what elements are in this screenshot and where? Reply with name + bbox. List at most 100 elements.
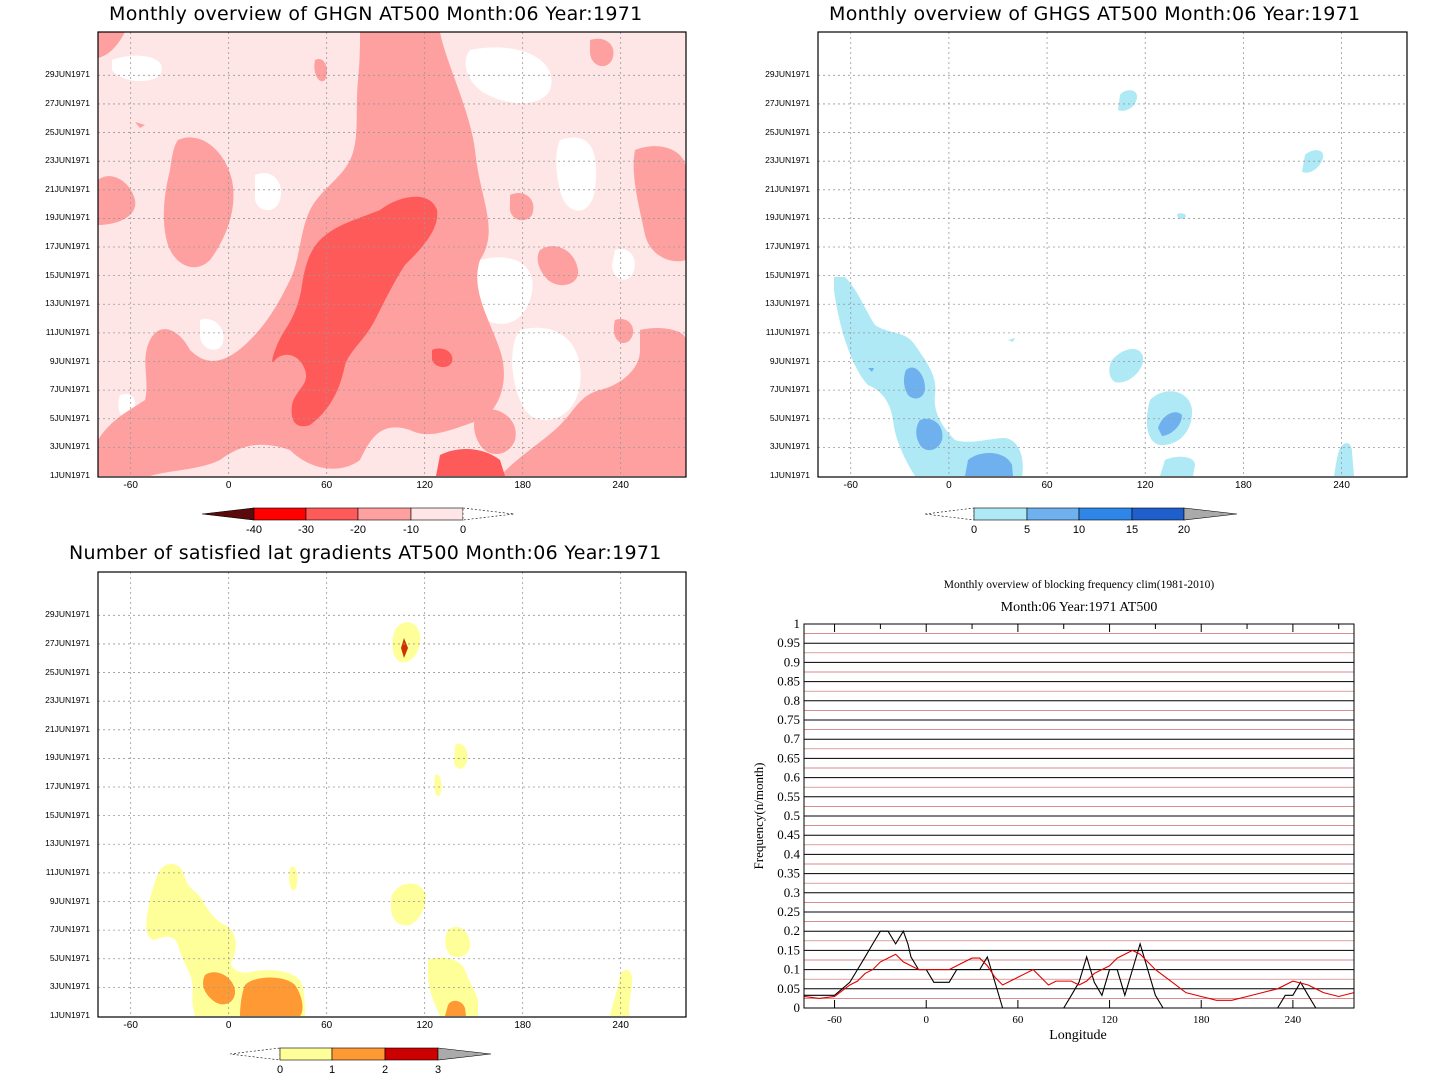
ghgn-y-tick: 25JUN1971 xyxy=(45,126,90,137)
freq-y-tick-label: 0.95 xyxy=(777,635,800,650)
ghgs-x-tick: -60 xyxy=(843,480,858,491)
grad-y-tick: 7JUN1971 xyxy=(49,924,90,935)
ghgs-y-tick: 11JUN1971 xyxy=(765,326,810,337)
ghgs-y-tick: 17JUN1971 xyxy=(765,241,810,252)
ghgs-cb-label: 20 xyxy=(1178,524,1190,536)
freq-y-tick-label: 0.3 xyxy=(784,885,800,900)
ghgn-y-tick: 1JUN1971 xyxy=(49,470,90,480)
ghgs-field xyxy=(834,90,1354,476)
ghgn-y-tick: 23JUN1971 xyxy=(45,155,90,166)
freq-x-tick-label: 180 xyxy=(1193,1014,1210,1026)
ghgn-x-tick: 60 xyxy=(321,480,333,491)
ghgs-cb-label: 15 xyxy=(1126,524,1138,536)
freq-x-tick-label: 60 xyxy=(1012,1014,1024,1026)
freq-subtitle: Month:06 Year:1971 AT500 xyxy=(1001,600,1158,615)
ghgn-title: Monthly overview of GHGN AT500 Month:06 … xyxy=(109,3,643,25)
ghgn-grid xyxy=(98,32,686,477)
freq-y-ticks: 0 0.05 0.1 0.15 0.2 0.25 0.3 0.35 0.4 0.45 0.5 0.55… xyxy=(777,616,800,1015)
ghgn-x-tick: 0 xyxy=(225,480,232,491)
freq-x-tick-label: -60 xyxy=(827,1014,842,1026)
ghgn-y-tick: 13JUN1971 xyxy=(45,298,90,309)
freq-y-tick-label: 0.25 xyxy=(777,904,800,919)
ghgn-y-tick: 21JUN1971 xyxy=(45,183,90,194)
ghgn-y-tick: 17JUN1971 xyxy=(45,241,90,252)
ghgn-frame xyxy=(97,31,687,478)
freq-gridlines xyxy=(804,623,1354,1009)
freq-y-tick-label: 0.6 xyxy=(784,770,801,785)
ghgs-x-tick: 0 xyxy=(946,480,952,491)
grad-x-tick: 0 xyxy=(225,1020,232,1031)
grad-y-tick: 13JUN1971 xyxy=(45,838,90,849)
grad-y-tick: 23JUN1971 xyxy=(45,695,90,706)
freq-y-tick-label: 0 xyxy=(794,1000,801,1015)
ghgn-y-tick: 19JUN1971 xyxy=(45,212,90,223)
grad-y-tick: 5JUN1971 xyxy=(49,952,90,963)
ghgn-cb-label: -20 xyxy=(350,524,366,536)
ghgs-cb-label: 10 xyxy=(1073,524,1085,536)
grad-y-tick: 15JUN1971 xyxy=(45,809,90,820)
freq-x-ticks: -60 0 60 120 180 240 xyxy=(827,624,1340,1026)
ghgn-y-tick: 7JUN1971 xyxy=(49,384,90,395)
freq-frame xyxy=(803,623,1355,1009)
ghgn-y-tick: 29JUN1971 xyxy=(45,69,90,80)
grad-y-tick: 25JUN1971 xyxy=(45,666,90,677)
freq-y-tick-label: 0.85 xyxy=(777,674,800,689)
grad-cb-label: 2 xyxy=(382,1064,388,1076)
ghgs-y-tick: 9JUN1971 xyxy=(769,355,810,366)
grad-grid xyxy=(98,572,686,1017)
grad-cb-label: 0 xyxy=(277,1064,283,1076)
grad-cb-label: 1 xyxy=(329,1064,335,1076)
freq-y-tick-label: 0.05 xyxy=(777,981,800,996)
freq-y-tick-label: 0.65 xyxy=(777,750,800,765)
ghgn-cb-label: -10 xyxy=(403,524,419,536)
ghgs-y-tick: 7JUN1971 xyxy=(769,384,810,395)
freq-y-tick-label: 0.1 xyxy=(784,962,800,977)
freq-y-tick-label: 0.2 xyxy=(784,923,800,938)
ghgs-y-tick: 27JUN1971 xyxy=(765,97,810,108)
ghgn-y-tick: 3JUN1971 xyxy=(49,441,90,452)
ghgn-x-tick: 120 xyxy=(416,480,433,491)
ghgn-y-tick: 27JUN1971 xyxy=(45,97,90,108)
grad-x-tick: 120 xyxy=(416,1020,433,1031)
freq-y-tick-label: 0.5 xyxy=(784,808,800,823)
freq-x-tick-label: 240 xyxy=(1285,1014,1302,1026)
grad-y-tick: 27JUN1971 xyxy=(45,637,90,648)
freq-y-tick-label: 0.7 xyxy=(784,731,801,746)
ghgs-y-tick: 29JUN1971 xyxy=(765,69,810,80)
ghgn-x-tick: -60 xyxy=(123,480,138,491)
ghgs-title: Monthly overview of GHGS AT500 Month:06 … xyxy=(829,3,1361,25)
ghgs-cb-label: 5 xyxy=(1024,524,1030,536)
ghgn-y-tick: 15JUN1971 xyxy=(45,269,90,280)
ghgs-cb-label: 0 xyxy=(971,524,977,536)
freq-series-line-1 xyxy=(803,949,1355,1001)
ghgn-cb-label: -30 xyxy=(298,524,314,536)
ghgs-x-tick: 120 xyxy=(1136,480,1154,491)
grad-x-tick: 240 xyxy=(612,1020,629,1031)
grad-y-tick: 19JUN1971 xyxy=(45,752,90,763)
grad-title: Number of satisfied lat gradients AT500 … xyxy=(69,542,662,564)
ghgs-y-tick: 21JUN1971 xyxy=(765,183,810,194)
ghgn-cb-label: -40 xyxy=(246,524,262,536)
ghgs-x-tick: 60 xyxy=(1041,480,1053,491)
ghgs-y-tick: 15JUN1971 xyxy=(765,269,810,280)
grad-y-tick: 21JUN1971 xyxy=(45,723,90,734)
grad-x-tick: -60 xyxy=(123,1020,138,1031)
ghgs-frame xyxy=(817,31,1408,478)
ghgs-y-tick: 23JUN1971 xyxy=(765,155,810,166)
ghgs-grid xyxy=(818,32,1407,477)
grad-x-tick: 180 xyxy=(514,1020,531,1031)
grad-y-tick: 9JUN1971 xyxy=(49,895,90,906)
ghgn-y-tick: 9JUN1971 xyxy=(49,355,90,366)
ghgn-cb-label: 0 xyxy=(460,524,466,536)
freq-x-tick-label: 0 xyxy=(923,1014,929,1026)
ghgs-y-tick: 3JUN1971 xyxy=(769,441,810,452)
grad-field xyxy=(146,622,633,1016)
ghgs-y-tick: 13JUN1971 xyxy=(765,298,810,309)
